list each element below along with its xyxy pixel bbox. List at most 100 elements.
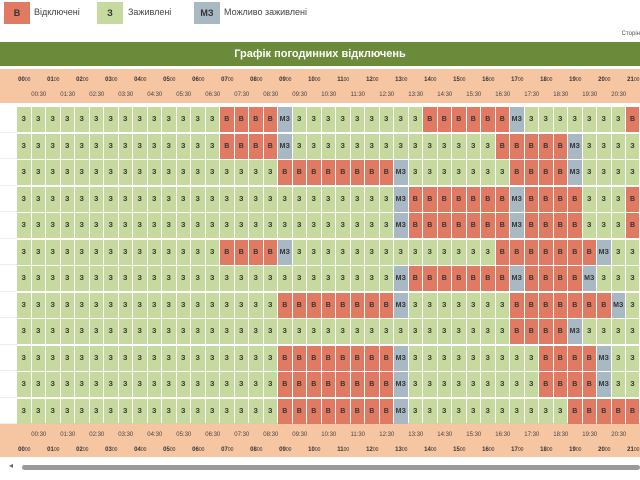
schedule-cell: МЗ bbox=[278, 239, 292, 265]
schedule-cell: З bbox=[162, 107, 176, 132]
schedule-cell: З bbox=[452, 398, 466, 424]
schedule-cell: З bbox=[31, 266, 45, 291]
schedule-cell: МЗ bbox=[510, 266, 524, 291]
schedule-cell: З bbox=[118, 160, 132, 185]
schedule-cell: В bbox=[220, 239, 234, 265]
schedule-cell: З bbox=[104, 160, 118, 185]
bottom-half-hour-label: 20:30 bbox=[611, 431, 627, 438]
schedule-cell: З bbox=[220, 398, 234, 424]
schedule-cell: З bbox=[147, 319, 161, 344]
schedule-cell: З bbox=[582, 133, 596, 159]
schedule-cell: З bbox=[31, 107, 45, 132]
schedule-cell: З bbox=[365, 239, 379, 265]
schedule-cell: З bbox=[118, 292, 132, 318]
schedule-cell: З bbox=[75, 319, 89, 344]
schedule-cell: З bbox=[437, 133, 451, 159]
schedule-cell: З bbox=[133, 213, 147, 238]
schedule-cell: В bbox=[539, 239, 553, 265]
schedule-cell: З bbox=[626, 345, 639, 371]
schedule-cell: З bbox=[176, 345, 190, 371]
schedule-cell: З bbox=[60, 186, 74, 212]
schedule-cell: В bbox=[379, 292, 393, 318]
schedule-cell: З bbox=[60, 398, 74, 424]
schedule-cell: З bbox=[495, 160, 509, 185]
schedule-cell: МЗ bbox=[568, 133, 582, 159]
schedule-cell: З bbox=[205, 186, 219, 212]
schedule-cell: В bbox=[321, 345, 335, 371]
schedule-cell: З bbox=[46, 133, 60, 159]
schedule-cell: В bbox=[321, 372, 335, 397]
schedule-cell: З bbox=[394, 319, 408, 344]
schedule-cell: В bbox=[495, 186, 509, 212]
schedule-cell: З bbox=[365, 107, 379, 132]
top-header bbox=[0, 69, 640, 103]
schedule-cell: З bbox=[118, 107, 132, 132]
schedule-title: Графік погодинних відключень bbox=[0, 42, 640, 66]
schedule-cell: З bbox=[46, 213, 60, 238]
schedule-cell: МЗ bbox=[394, 160, 408, 185]
schedule-cell: З bbox=[234, 319, 248, 344]
schedule-cell: З bbox=[350, 266, 364, 291]
schedule-cell: З bbox=[60, 160, 74, 185]
schedule-cell: З bbox=[162, 239, 176, 265]
schedule-cell: В bbox=[481, 186, 495, 212]
schedule-cell: З bbox=[147, 160, 161, 185]
schedule-cell: В bbox=[568, 345, 582, 371]
schedule-cell: МЗ bbox=[278, 133, 292, 159]
schedule-cell: З bbox=[365, 133, 379, 159]
schedule-cell: З bbox=[437, 160, 451, 185]
schedule-cell: З bbox=[611, 186, 625, 212]
schedule-cell: З bbox=[249, 372, 263, 397]
schedule-cell: З bbox=[162, 213, 176, 238]
schedule-cell: З bbox=[234, 160, 248, 185]
schedule-cell: В bbox=[220, 133, 234, 159]
schedule-cell: В bbox=[553, 186, 567, 212]
row-header bbox=[0, 318, 17, 345]
schedule-cell: З bbox=[524, 107, 538, 132]
bottom-half-hour-label: 03:30 bbox=[118, 431, 134, 438]
schedule-cell: З bbox=[220, 319, 234, 344]
schedule-cell: З bbox=[220, 345, 234, 371]
schedule-cell: З bbox=[176, 398, 190, 424]
schedule-cell: МЗ bbox=[597, 345, 611, 371]
top-hour-label: 15 00 bbox=[453, 76, 466, 83]
row-header bbox=[0, 344, 17, 371]
schedule-cell: З bbox=[118, 266, 132, 291]
horizontal-scrollbar[interactable]: ◂ bbox=[0, 461, 640, 473]
schedule-cell: З bbox=[191, 398, 205, 424]
schedule-cell: З bbox=[611, 239, 625, 265]
scroll-left-arrow-icon[interactable]: ◂ bbox=[9, 461, 14, 470]
schedule-cell: З bbox=[321, 186, 335, 212]
schedule-cell: В bbox=[234, 133, 248, 159]
schedule-cell: З bbox=[626, 292, 639, 318]
scrollbar-thumb[interactable] bbox=[22, 465, 640, 470]
bottom-hour-label: 15 00 bbox=[453, 446, 466, 453]
schedule-cell: В bbox=[553, 160, 567, 185]
schedule-cell: З bbox=[539, 107, 553, 132]
top-hour-label: 19 00 bbox=[569, 76, 582, 83]
schedule-cell: В bbox=[350, 160, 364, 185]
schedule-cell: В bbox=[336, 372, 350, 397]
schedule-cell: З bbox=[89, 345, 103, 371]
top-half-hour-label: 19:30 bbox=[582, 91, 598, 98]
schedule-cell: З bbox=[60, 213, 74, 238]
schedule-cell: В bbox=[495, 133, 509, 159]
schedule-cell: В bbox=[350, 345, 364, 371]
schedule-cell: В bbox=[278, 292, 292, 318]
schedule-cell: З bbox=[408, 319, 422, 344]
schedule-cell: В bbox=[234, 107, 248, 132]
schedule-cell: З bbox=[176, 107, 190, 132]
schedule-cell: З bbox=[191, 133, 205, 159]
schedule-cell: З bbox=[31, 345, 45, 371]
schedule-cell: З bbox=[191, 266, 205, 291]
schedule-cell: З bbox=[249, 266, 263, 291]
schedule-cell: З bbox=[89, 319, 103, 344]
schedule-cell: В bbox=[539, 292, 553, 318]
schedule-cell: З bbox=[46, 292, 60, 318]
schedule-cell: З bbox=[408, 372, 422, 397]
bottom-half-hour-label: 19:30 bbox=[582, 431, 598, 438]
schedule-cell: З bbox=[191, 186, 205, 212]
schedule-cell: В bbox=[481, 213, 495, 238]
schedule-cell: З bbox=[597, 266, 611, 291]
row-header bbox=[0, 397, 17, 424]
